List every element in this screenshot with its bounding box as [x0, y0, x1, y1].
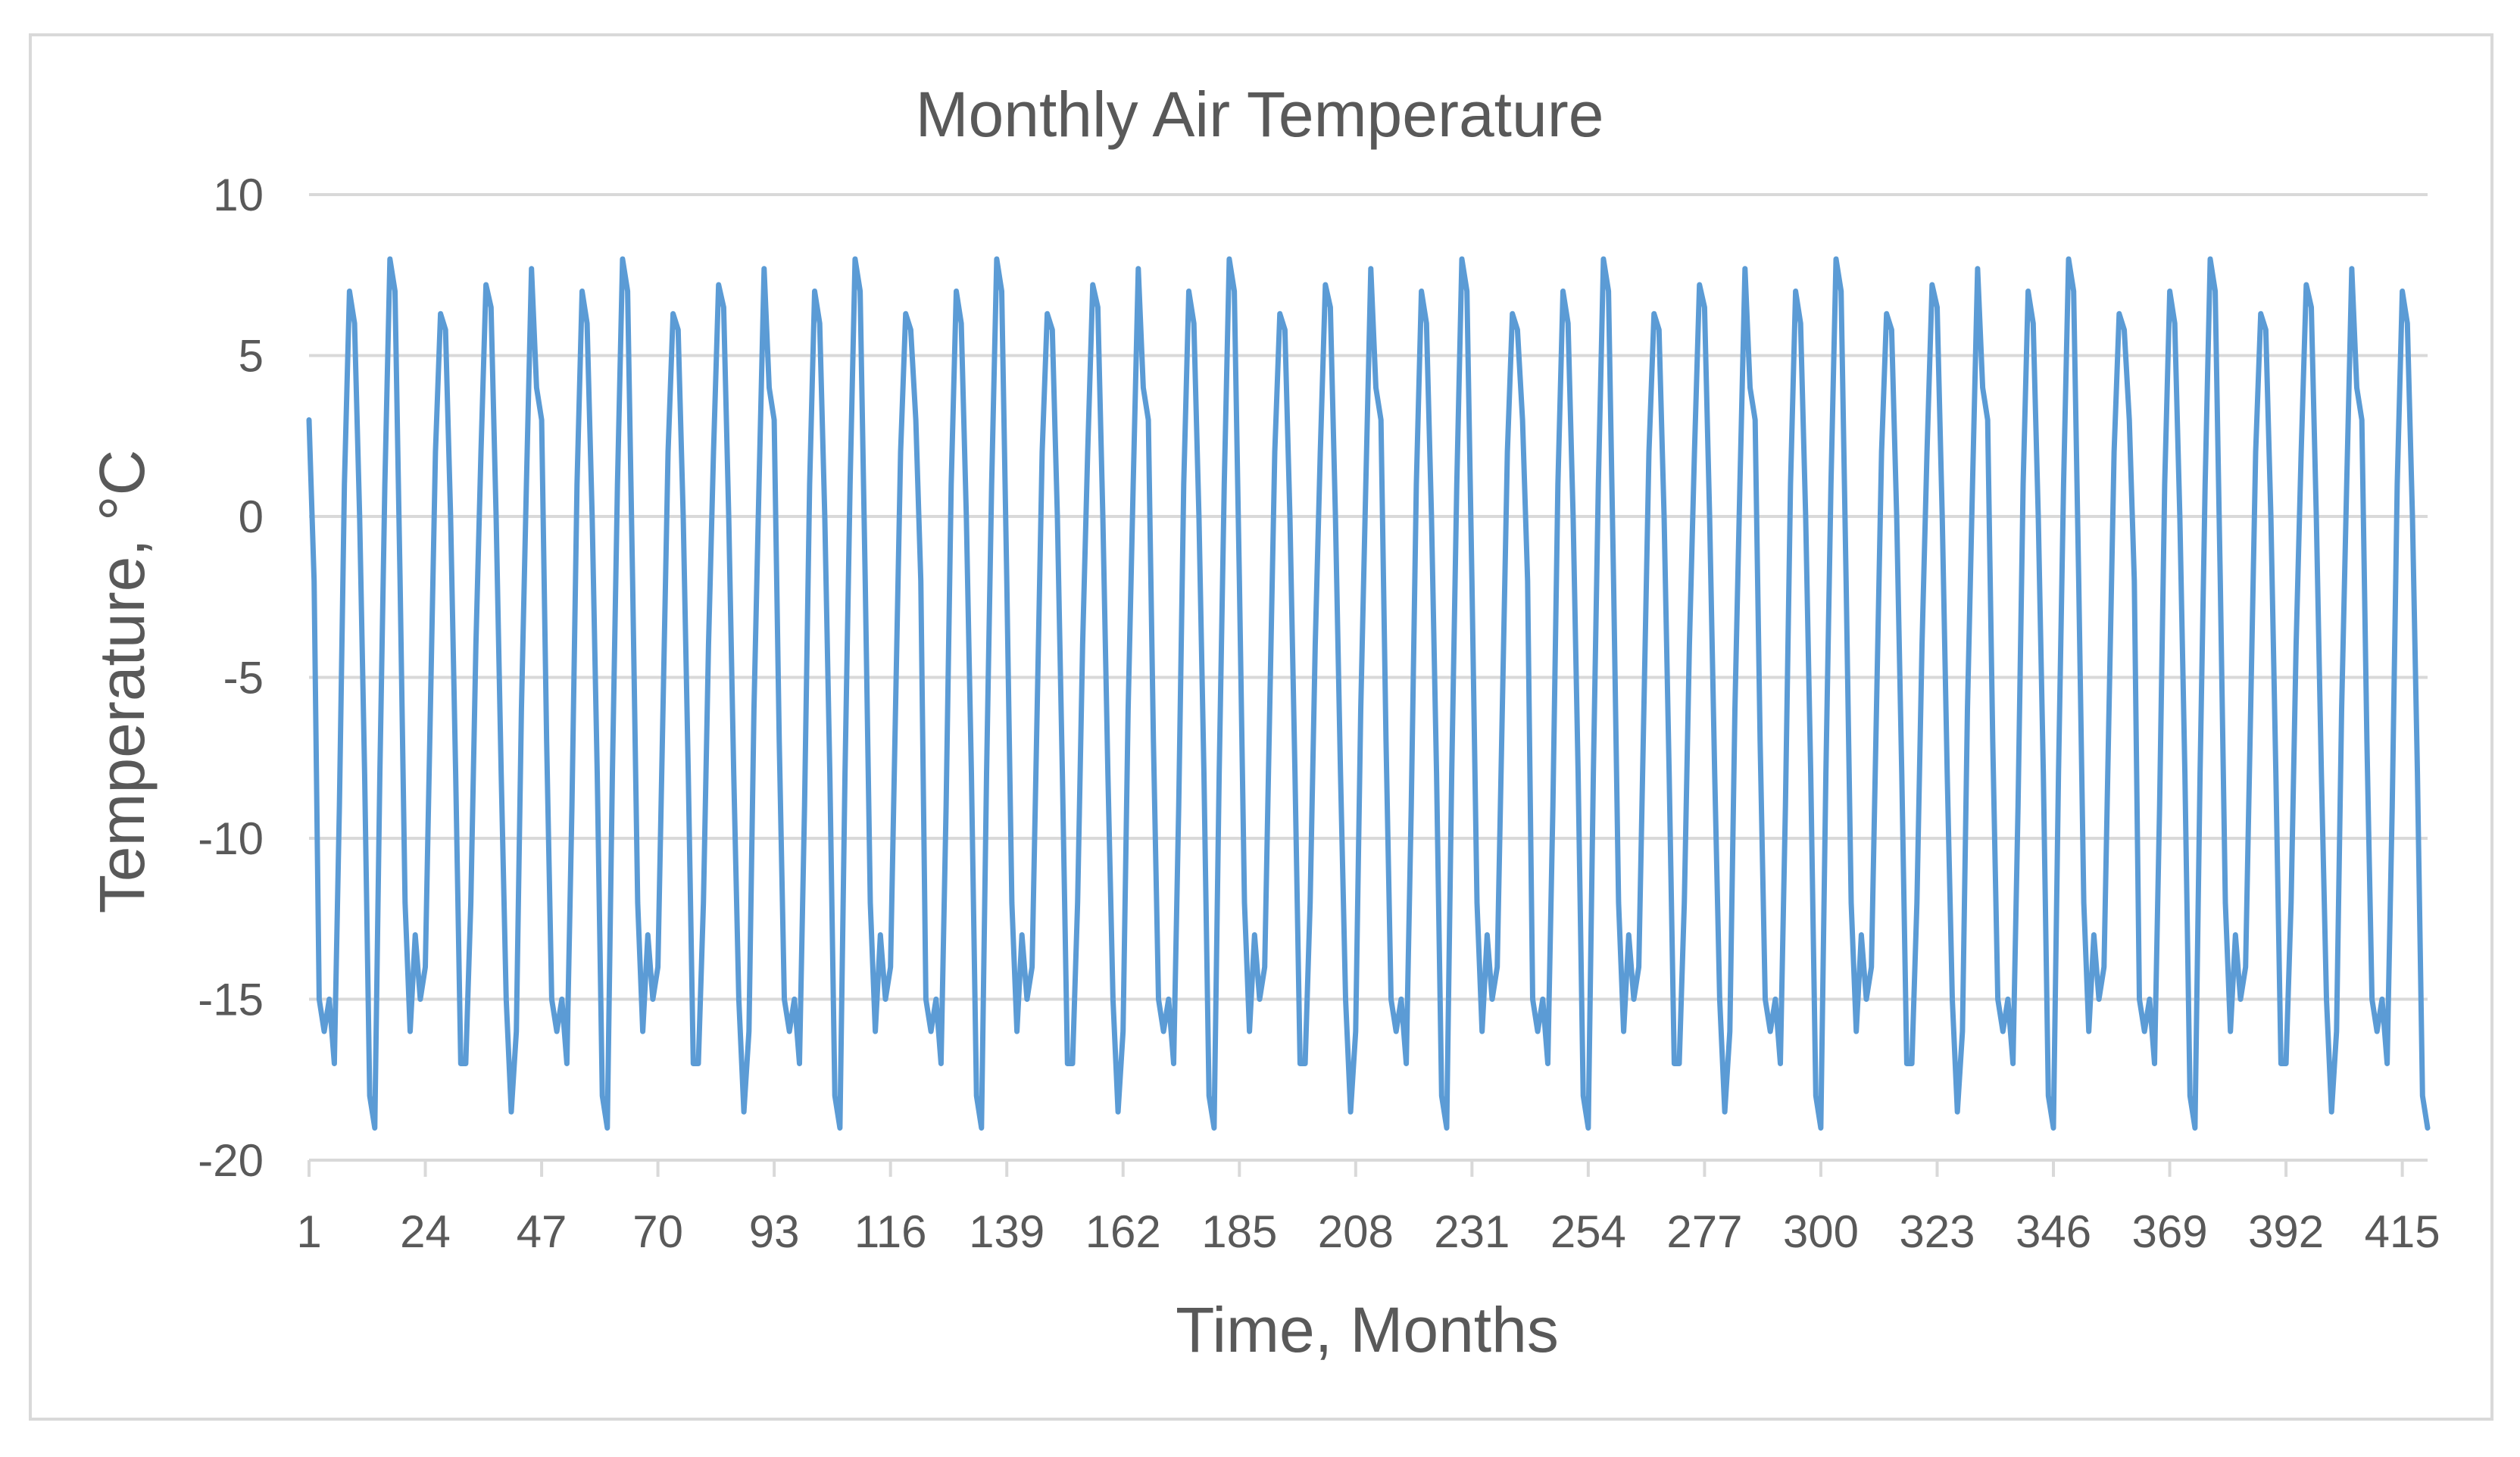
x-tick-label: 300 — [1783, 1206, 1859, 1257]
y-tick-label: -10 — [198, 813, 264, 864]
y-tick-label: 5 — [239, 331, 264, 382]
x-tick-label: 24 — [400, 1206, 451, 1257]
x-tick-label: 208 — [1318, 1206, 1394, 1257]
x-tick-label: 93 — [749, 1206, 800, 1257]
x-tick-label: 231 — [1434, 1206, 1510, 1257]
x-tick-label: 139 — [969, 1206, 1045, 1257]
y-tick-label: -15 — [198, 975, 264, 1025]
series-line-0 — [306, 256, 2431, 1131]
x-tick-label: 70 — [632, 1206, 683, 1257]
x-tick-label: 185 — [1201, 1206, 1277, 1257]
x-tick-label: 1 — [296, 1206, 321, 1257]
y-tick-label: 10 — [213, 170, 264, 220]
x-tick-label: 277 — [1666, 1206, 1742, 1257]
x-tick-label: 392 — [2248, 1206, 2324, 1257]
y-tick-label: 0 — [239, 491, 264, 542]
x-tick-label: 254 — [1550, 1206, 1626, 1257]
x-tick-label: 162 — [1085, 1206, 1161, 1257]
x-tick-label: 323 — [1899, 1206, 1975, 1257]
x-tick-label: 116 — [854, 1206, 927, 1257]
x-tick-label: 47 — [517, 1206, 567, 1257]
x-tick-label: 369 — [2131, 1206, 2207, 1257]
x-tick-labels: 1 24 47 70 93 116 139 162 185 208 231 254 277 300 323 3… — [296, 1206, 2440, 1257]
x-axis-title: Time, Months — [1176, 1294, 1559, 1365]
y-tick-labels: 10 5 0 -5 -10 -15 -20 — [198, 170, 264, 1186]
x-tick-label: 415 — [2365, 1206, 2440, 1257]
series-layer — [306, 256, 2431, 1131]
y-tick-label: -20 — [198, 1135, 264, 1186]
y-tick-label: -5 — [223, 653, 264, 704]
axes — [308, 1159, 2428, 1177]
y-axis-title: Temperature, °C — [86, 450, 158, 914]
chart-title: Monthly Air Temperature — [916, 79, 1604, 150]
x-tick-label: 346 — [2016, 1206, 2091, 1257]
